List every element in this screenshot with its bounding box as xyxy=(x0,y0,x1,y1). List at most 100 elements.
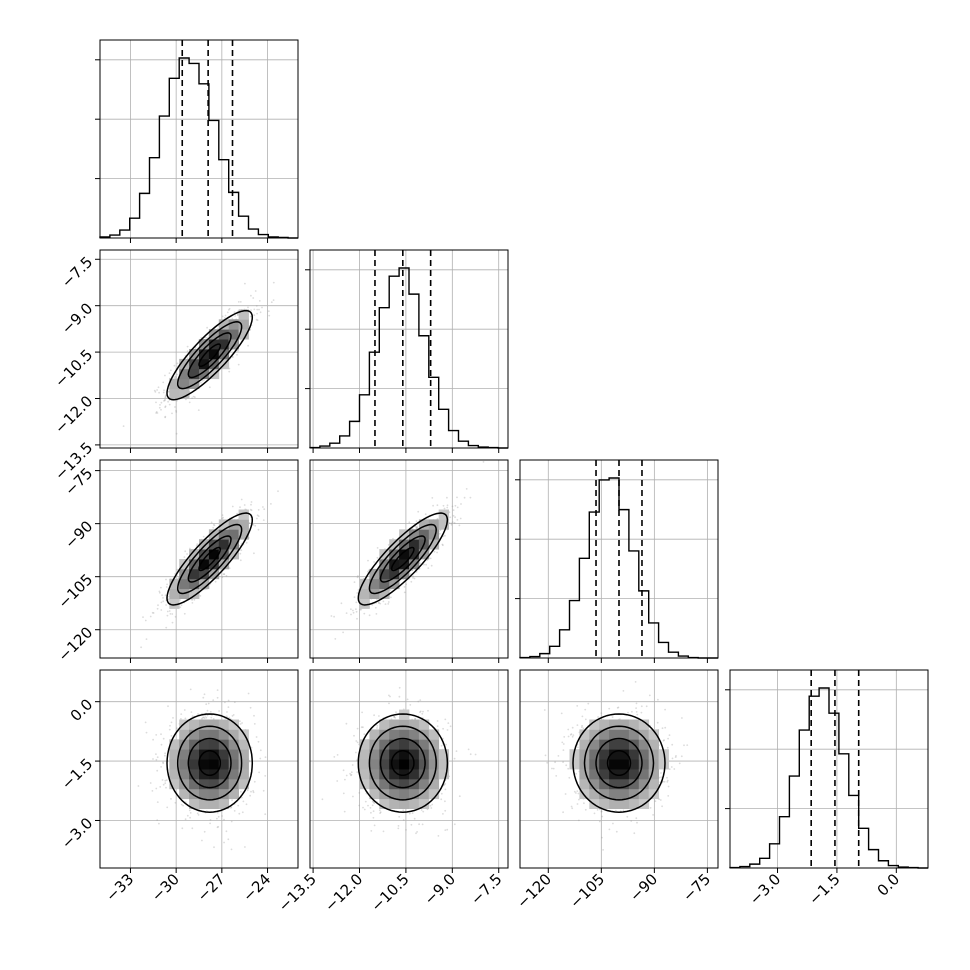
density-cell xyxy=(428,529,440,540)
density-cell xyxy=(228,788,239,800)
density-cell xyxy=(169,378,180,389)
sample-point xyxy=(442,727,444,730)
density-cell xyxy=(218,749,230,760)
sample-point xyxy=(164,594,167,597)
density-cell xyxy=(428,788,440,800)
sample-point xyxy=(166,583,169,586)
sample-point xyxy=(206,714,209,717)
sample-point xyxy=(453,757,456,760)
sample-point xyxy=(333,615,335,618)
sample-point xyxy=(212,699,215,701)
sample-point xyxy=(223,573,226,576)
sample-point xyxy=(209,710,212,713)
sample-point xyxy=(352,795,354,798)
sample-point xyxy=(237,363,240,366)
sample-point xyxy=(162,761,164,764)
sample-point xyxy=(355,601,358,604)
density-cell xyxy=(199,578,210,590)
density-cell xyxy=(369,788,380,800)
density-cell xyxy=(199,729,210,740)
sample-point xyxy=(244,846,246,848)
sample-point xyxy=(340,602,343,605)
sample-point xyxy=(181,827,184,830)
sample-point xyxy=(356,576,359,579)
sample-point xyxy=(419,710,422,713)
sample-point xyxy=(371,603,374,606)
density-cell xyxy=(238,759,249,770)
sample-point xyxy=(165,786,167,789)
sample-point xyxy=(371,804,374,807)
sample-point xyxy=(166,806,169,809)
sample-point xyxy=(402,809,405,812)
sample-point xyxy=(216,826,219,829)
sample-point xyxy=(440,798,443,801)
sample-point xyxy=(174,801,177,804)
sample-point xyxy=(250,309,252,312)
sample-point xyxy=(356,592,359,594)
sample-point xyxy=(419,562,421,565)
density-cell xyxy=(359,778,370,790)
sample-point xyxy=(213,524,216,527)
sample-point xyxy=(454,504,457,507)
sample-point xyxy=(191,827,194,830)
sample-point xyxy=(451,522,453,525)
panel-frame xyxy=(309,459,509,659)
density-cell xyxy=(359,588,370,599)
sample-point xyxy=(460,503,462,505)
sample-point xyxy=(255,736,258,738)
sample-point xyxy=(168,728,171,731)
density-cell xyxy=(409,559,420,570)
sample-point xyxy=(442,544,444,547)
sample-point xyxy=(416,526,418,529)
density-cell xyxy=(399,798,410,809)
sample-point xyxy=(228,567,231,569)
sample-point xyxy=(257,528,260,531)
sample-point xyxy=(416,527,418,529)
density-cell xyxy=(208,759,220,770)
sample-point xyxy=(164,406,167,409)
sample-point xyxy=(222,516,225,519)
sample-point xyxy=(413,817,416,820)
panel-frame xyxy=(519,459,719,659)
sample-point xyxy=(191,598,194,601)
sample-point xyxy=(446,496,448,499)
sample-point xyxy=(372,810,375,813)
sample-point xyxy=(221,815,223,817)
density-cell xyxy=(238,319,249,330)
sample-point xyxy=(421,823,424,826)
sample-point xyxy=(200,717,203,720)
sample-point xyxy=(225,575,228,577)
sample-point xyxy=(149,615,152,618)
sample-point xyxy=(447,722,450,724)
sample-point xyxy=(264,813,267,816)
sample-point xyxy=(162,597,164,599)
sample-point xyxy=(352,611,355,614)
sample-point xyxy=(160,401,163,404)
sample-point xyxy=(225,715,228,718)
sample-point xyxy=(458,524,461,527)
density-cell xyxy=(199,719,210,730)
sample-point xyxy=(342,792,345,795)
sample-point xyxy=(398,686,401,689)
sample-point xyxy=(456,506,459,509)
density-cell xyxy=(218,778,230,790)
sample-point xyxy=(231,505,234,508)
sample-point xyxy=(164,394,167,397)
sample-point xyxy=(442,504,445,507)
sample-point xyxy=(184,550,187,553)
panel-3-1 xyxy=(309,669,509,873)
sample-point xyxy=(405,829,407,831)
sample-point xyxy=(184,818,187,821)
density-cell xyxy=(199,568,210,580)
panel-frame xyxy=(99,459,299,659)
sample-point xyxy=(176,362,179,365)
sample-point xyxy=(160,408,162,411)
sample-point xyxy=(182,804,185,807)
density-cell xyxy=(228,739,239,750)
density-cell xyxy=(359,598,370,609)
density-cell xyxy=(208,559,220,570)
sample-point xyxy=(164,396,167,399)
sample-point xyxy=(411,569,414,571)
sample-point xyxy=(440,744,443,747)
